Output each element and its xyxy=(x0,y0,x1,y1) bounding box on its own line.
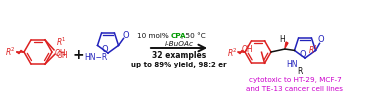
Text: , 50 °C: , 50 °C xyxy=(181,33,206,39)
Text: O: O xyxy=(300,50,306,59)
Text: O: O xyxy=(317,35,324,44)
Text: OH: OH xyxy=(55,49,67,58)
Text: and TE-13 cancer cell lines: and TE-13 cancer cell lines xyxy=(246,86,344,92)
Text: OH: OH xyxy=(242,45,254,54)
Text: i-BuOAc: i-BuOAc xyxy=(164,41,194,47)
Text: +: + xyxy=(72,48,84,62)
Text: OH: OH xyxy=(57,51,69,60)
Polygon shape xyxy=(285,42,288,48)
Text: O: O xyxy=(102,45,108,54)
Text: HN: HN xyxy=(287,60,298,69)
Text: 10 mol%: 10 mol% xyxy=(137,33,171,39)
Text: up to 89% yield, 98:2 er: up to 89% yield, 98:2 er xyxy=(131,62,227,68)
Text: $R^2$: $R^2$ xyxy=(226,47,237,59)
Text: R: R xyxy=(297,67,302,76)
Text: CPA: CPA xyxy=(171,33,187,39)
Text: $R^1$: $R^1$ xyxy=(56,36,67,48)
Text: HN−R: HN−R xyxy=(84,53,107,62)
Text: H: H xyxy=(279,36,285,44)
Text: 32 examples: 32 examples xyxy=(152,51,206,61)
Text: O: O xyxy=(122,31,129,40)
Text: $R^2$: $R^2$ xyxy=(5,46,15,58)
Text: cytotoxic to HT-29, MCF-7: cytotoxic to HT-29, MCF-7 xyxy=(249,77,341,83)
Text: $R^1$: $R^1$ xyxy=(308,44,319,56)
